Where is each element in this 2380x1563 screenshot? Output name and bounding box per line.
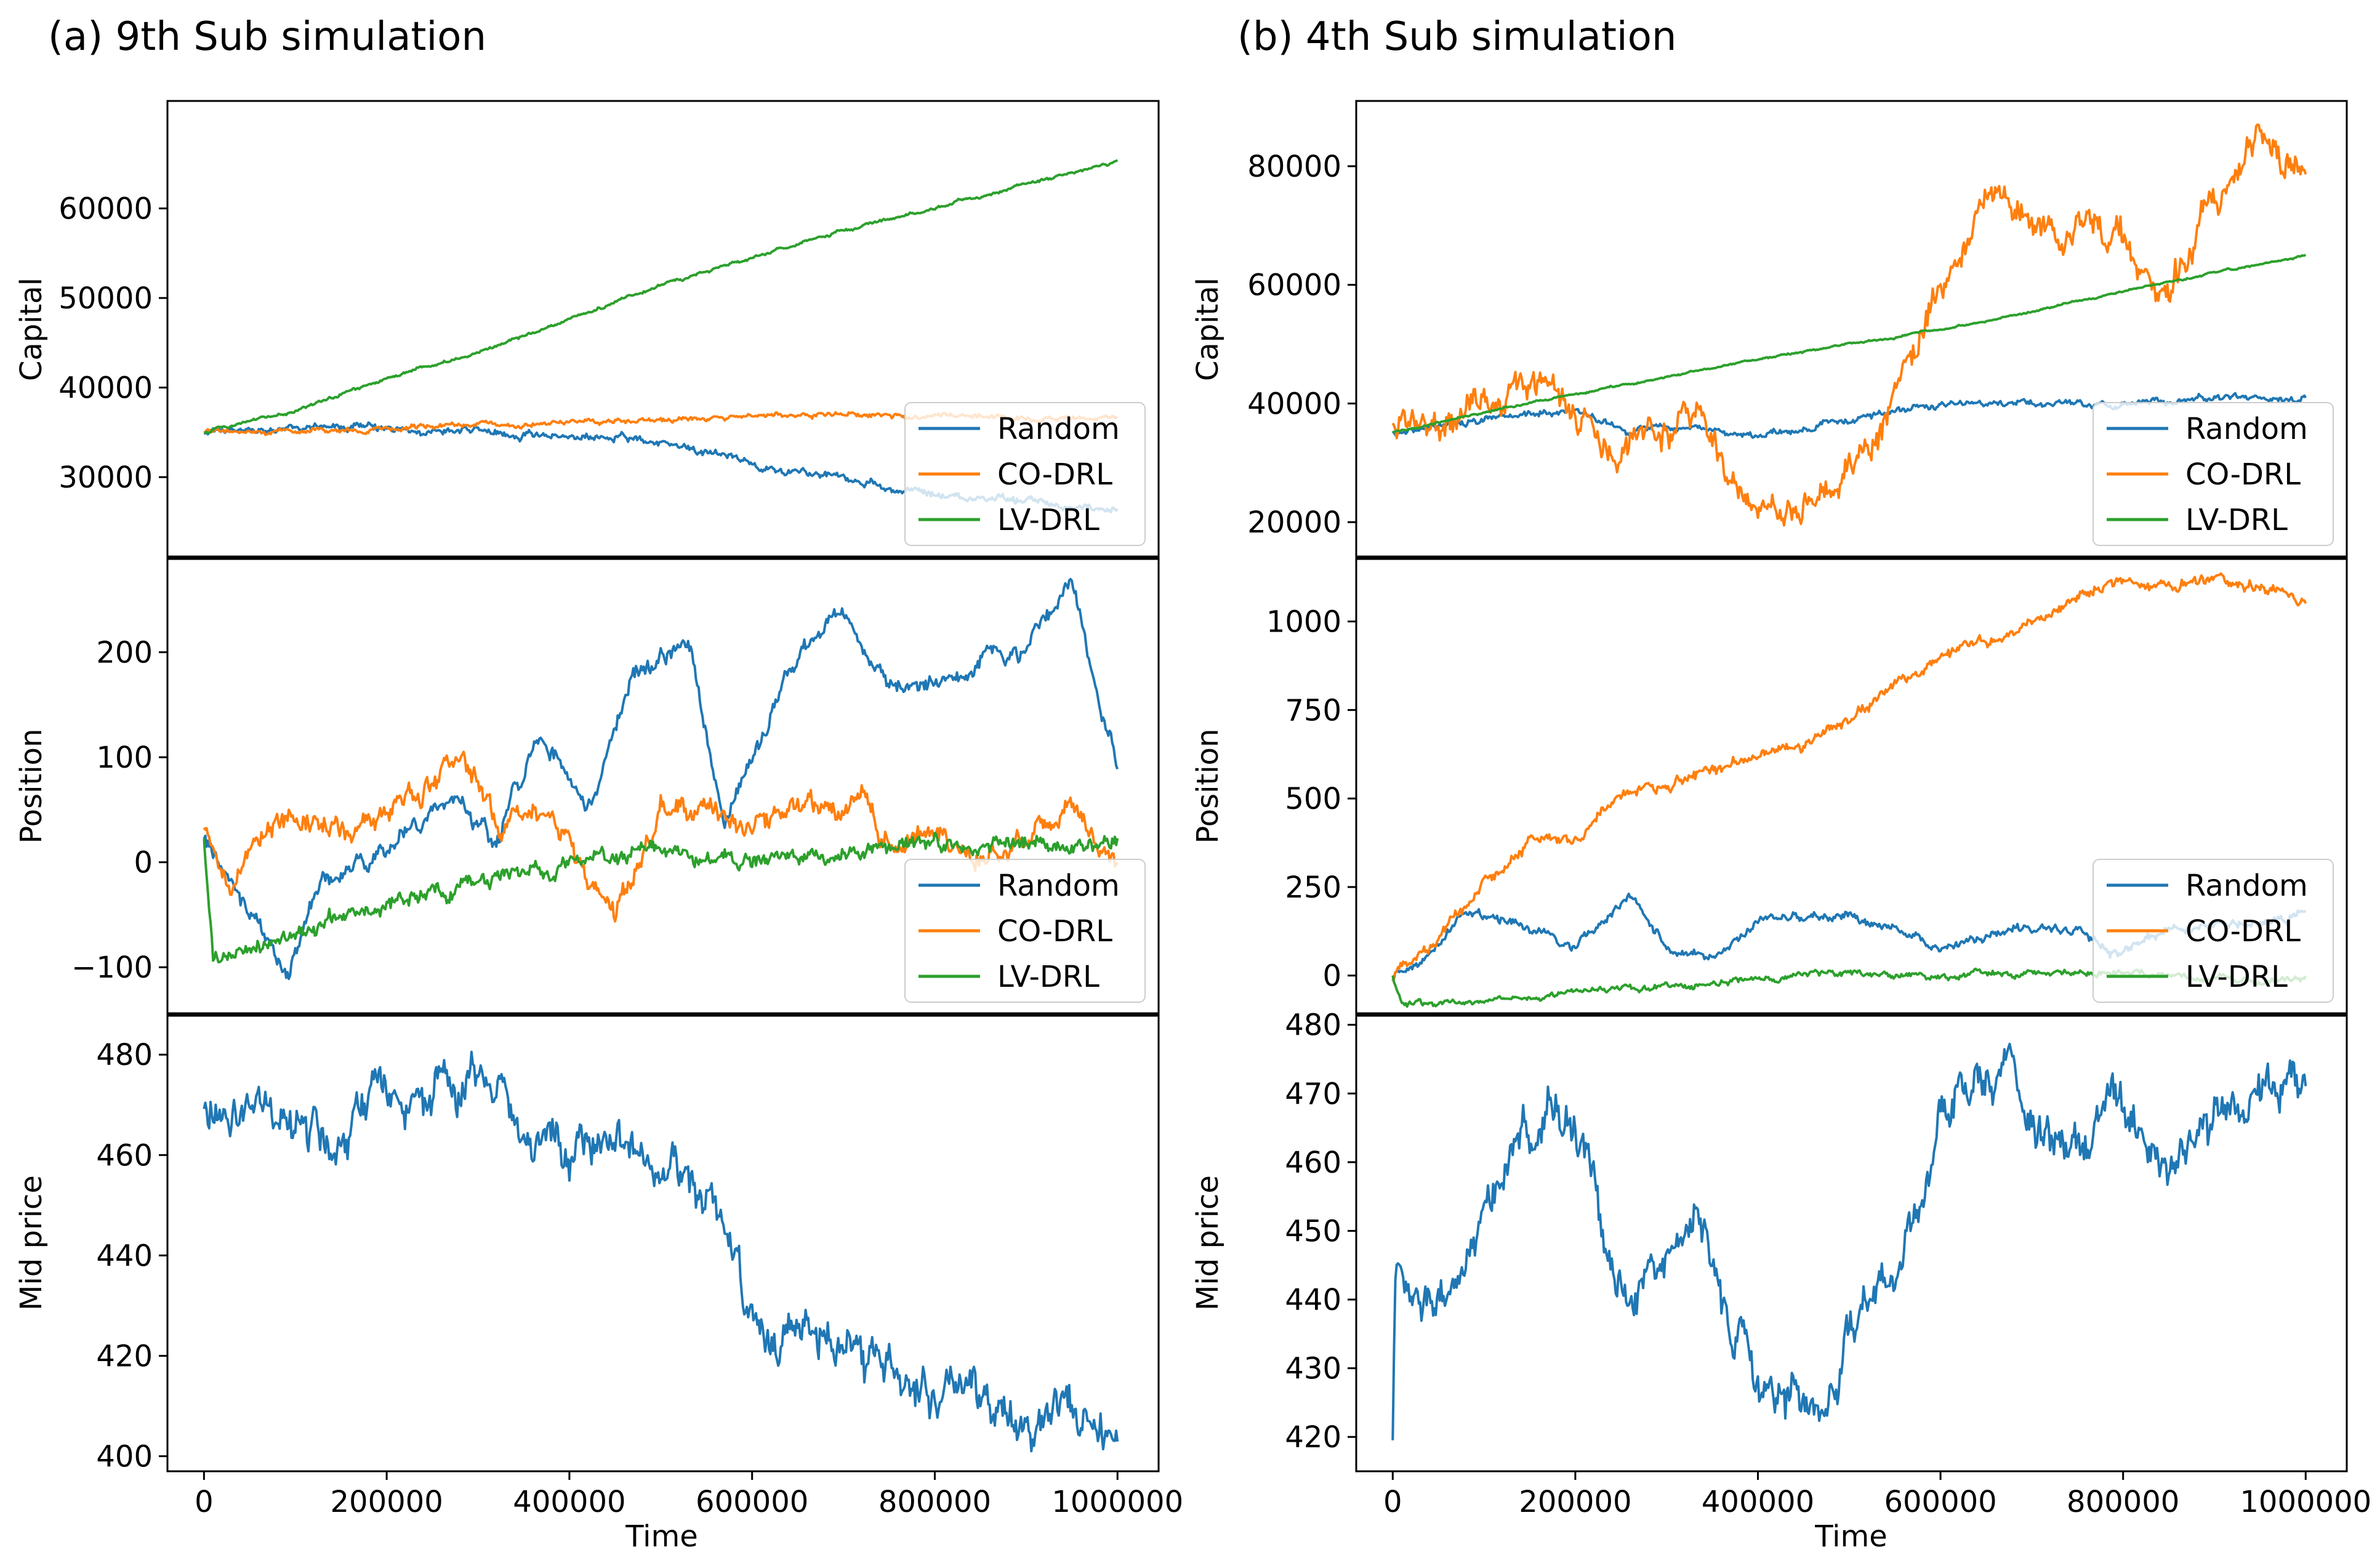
a-capital-ytick-label: 40000 [58,371,153,406]
b-position-ytick-label: 1000 [1266,605,1341,640]
a-midprice-series [203,1050,1119,1453]
a-capital-legend: Random CO-DRL LV-DRL [904,402,1146,546]
panel-a-xlabel: Time [625,1519,698,1554]
panel-a-title: (a) 9th Sub simulation [48,14,486,60]
a-xtick-label: 400000 [513,1485,625,1519]
a-capital-lv-drl-line [204,159,1119,434]
b-capital-legend-box [2093,402,2334,546]
a-xtick-label: 1000000 [1051,1485,1183,1519]
panel-a-capital-subplot: 30000 40000 50000 60000 Capital Random CO-DRL L… [14,100,1160,559]
a-capital-ytick-label: 50000 [58,281,153,316]
panel-b-position-subplot: 0 250 500 750 1000 Position Random CO-DRL LV-DRL [1191,555,2348,1016]
b-capital-ytick-label: 40000 [1247,387,1341,421]
panel-b-capital-subplot: 20000 40000 60000 80000 Capital Random CO-DRL L… [1191,100,2348,559]
b-xtick-label: 0 [1383,1485,1402,1519]
b-position-legend: Random CO-DRL LV-DRL [2093,859,2334,1003]
b-position-legend-label: CO-DRL [2185,914,2301,949]
a-xtick-label: 200000 [331,1485,443,1519]
a-capital-legend-label: CO-DRL [997,457,1112,492]
a-capital-legend-label: Random [997,412,1120,446]
b-capital-random-line [1391,392,2307,439]
b-midprice-ytick-label: 430 [1285,1352,1341,1386]
b-capital-ytick-label: 20000 [1247,505,1341,540]
a-position-ytick-label: 100 [96,741,153,775]
a-xtick-label: 800000 [878,1485,991,1519]
a-midprice-ytick-label: 440 [96,1239,153,1273]
panel-b-xlabel: Time [1814,1519,1887,1554]
a-capital-ytick-label: 30000 [58,460,153,495]
b-capital-legend-label: Random [2185,412,2308,446]
a-xtick-label: 0 [195,1485,214,1519]
b-xtick-label: 200000 [1519,1485,1631,1519]
a-position-legend: Random CO-DRL LV-DRL [904,859,1146,1003]
b-midprice-ytick-label: 420 [1285,1420,1341,1455]
a-midprice-ytick-label: 460 [96,1138,153,1173]
b-midprice-ytick-label: 440 [1285,1283,1341,1317]
b-capital-ytick-label: 60000 [1247,268,1341,303]
b-midprice-ytick-label: 450 [1285,1214,1341,1248]
b-midprice-series [1391,1042,2307,1440]
b-capital-ylabel: Capital [1191,278,1225,381]
a-xtick-label: 600000 [696,1485,808,1519]
panel-b-title: (b) 4th Sub simulation [1237,14,1676,60]
a-capital-ylabel: Capital [14,278,49,381]
b-capital-legend-label: CO-DRL [2185,457,2301,492]
a-position-legend-label: CO-DRL [997,914,1112,949]
a-capital-legend-label: LV-DRL [997,503,1100,537]
a-position-legend-label: LV-DRL [997,960,1100,994]
b-capital-ytick-label: 80000 [1247,150,1341,184]
a-capital-ytick-label: 60000 [58,192,153,227]
panel-a-position-subplot: −100 0 100 200 Position Random CO-DRL LV-DRL [14,555,1160,1016]
a-midprice-ytick-label: 400 [96,1440,153,1474]
b-capital-legend: Random CO-DRL LV-DRL [2093,402,2334,546]
b-capital-series [1391,123,2307,527]
b-xtick-label: 1000000 [2240,1485,2371,1519]
b-position-ytick-label: 0 [1322,959,1341,994]
b-position-ytick-label: 250 [1285,870,1341,905]
b-xtick-label: 600000 [1884,1485,1996,1519]
b-midprice-mid-price-line [1391,1042,2307,1440]
b-midprice-frame [1355,1013,2348,1473]
a-position-ylabel: Position [14,729,49,844]
b-xtick-label: 800000 [2067,1485,2179,1519]
a-position-random-line [203,577,1119,981]
b-position-ytick-label: 750 [1285,693,1341,728]
a-position-legend-box [904,859,1146,1003]
a-midprice-ytick-label: 480 [96,1038,153,1072]
b-midprice-ytick-label: 460 [1285,1146,1341,1180]
panel-b-midprice-subplot: 420 430 440 450 460 470 480 Mid price 0 200000 400… [1191,1008,2371,1519]
b-capital-lv-drl-line [1392,254,2307,434]
b-midprice-ytick-label: 480 [1285,1008,1341,1043]
b-midprice-ytick-label: 470 [1285,1077,1341,1111]
a-position-legend-label: Random [997,869,1120,903]
b-midprice-ylabel: Mid price [1191,1175,1225,1311]
a-capital-legend-box [904,402,1146,546]
b-position-co-drl-line [1391,572,2307,981]
a-position-series [203,577,1119,981]
b-position-legend-box [2093,859,2334,1003]
b-xtick-label: 400000 [1702,1485,1814,1519]
a-midprice-ylabel: Mid price [14,1175,49,1311]
b-position-ylabel: Position [1191,729,1225,844]
b-capital-legend-label: LV-DRL [2185,503,2288,537]
a-midprice-ytick-label: 420 [96,1339,153,1373]
panel-a-midprice-subplot: 400 420 440 460 480 Mid price 0 200000 400000 600… [14,1012,1183,1519]
a-position-lv-drl-line [203,832,1119,963]
b-position-legend-label: LV-DRL [2185,960,2288,994]
a-position-co-drl-line [203,750,1119,923]
a-midprice-mid-price-line [203,1050,1119,1453]
a-position-ytick-label: 200 [96,636,153,670]
b-position-legend-label: Random [2185,869,2308,903]
b-position-ytick-label: 500 [1285,782,1341,816]
a-position-ytick-label: 0 [134,846,153,880]
a-position-ytick-label: −100 [71,950,153,985]
